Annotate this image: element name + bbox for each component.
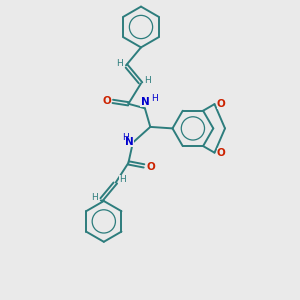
- Text: O: O: [146, 162, 155, 172]
- Text: N: N: [140, 97, 149, 107]
- Text: H: H: [144, 76, 151, 85]
- Text: H: H: [91, 193, 98, 202]
- Text: O: O: [102, 96, 111, 106]
- Text: H: H: [122, 133, 129, 142]
- Text: O: O: [217, 148, 226, 158]
- Text: H: H: [152, 94, 158, 103]
- Text: H: H: [119, 175, 126, 184]
- Text: O: O: [217, 99, 226, 109]
- Text: N: N: [125, 137, 134, 147]
- Text: H: H: [116, 58, 123, 68]
